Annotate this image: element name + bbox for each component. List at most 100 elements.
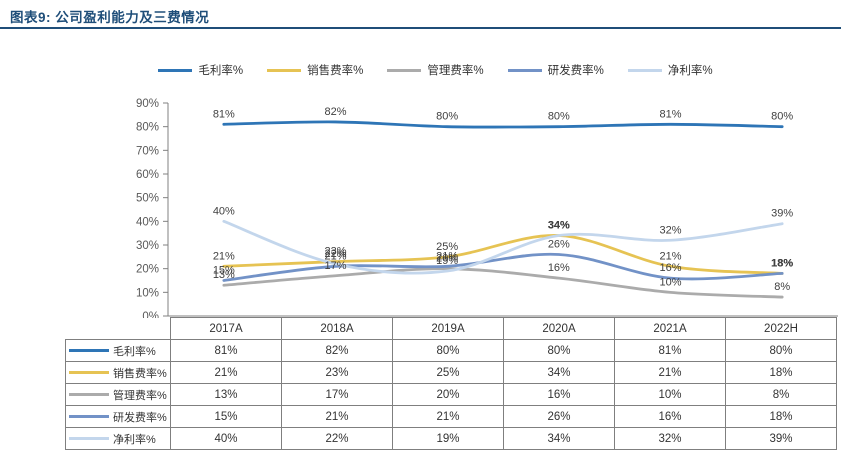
series-line-swatch-rd-expense-ratio <box>69 415 109 418</box>
table-value-cell: 81% <box>614 339 726 362</box>
data-label-sales-expense-ratio: 21% <box>213 250 235 262</box>
table-value-cell: 34% <box>503 427 615 450</box>
table-value-cell: 26% <box>503 405 615 428</box>
table-year-header: 2019A <box>392 317 504 340</box>
series-name: 净利率% <box>113 433 156 446</box>
series-name-cell: 净利率% <box>65 427 171 450</box>
series-line-swatch-sales-expense-ratio <box>69 371 109 374</box>
data-label-admin-expense-ratio: 17% <box>324 260 346 272</box>
legend-line-swatch-sales-expense-ratio <box>267 68 302 72</box>
data-label-net-margin: 22% <box>324 248 346 260</box>
table-value-cell: 15% <box>170 405 282 428</box>
data-label-rd-expense-ratio: 15% <box>213 265 235 277</box>
table-value-cell: 80% <box>392 339 504 362</box>
table-value-cell: 22% <box>281 427 393 450</box>
legend-item-net-margin: 净利率% <box>627 62 713 78</box>
legend-label: 研发费率% <box>547 65 604 77</box>
data-label-net-margin: 19% <box>436 255 458 267</box>
table-value-cell: 81% <box>170 339 282 362</box>
y-tick-label: 60% <box>136 169 159 181</box>
data-label-admin-expense-ratio: 8% <box>774 281 790 293</box>
title-underline <box>0 27 841 29</box>
series-line-swatch-net-margin <box>69 437 109 440</box>
data-label-sales-expense-ratio: 21% <box>659 250 681 262</box>
legend-label: 管理费率% <box>427 65 484 77</box>
series-name-cell: 毛利率% <box>65 339 171 362</box>
data-label-gross-margin: 80% <box>548 111 570 123</box>
y-tick-label: 50% <box>136 193 159 205</box>
table-value-cell: 32% <box>614 427 726 450</box>
data-label-rd-expense-ratio: 21% <box>324 250 346 262</box>
data-label-rd-expense-ratio: 26% <box>548 238 570 250</box>
legend-item-admin-expense-ratio: 管理费率% <box>387 62 484 78</box>
table-value-cell: 21% <box>281 405 393 428</box>
table-value-cell: 80% <box>725 339 837 362</box>
table-header-row: 2017A 2018A 2019A 2020A 2021A 2022H <box>66 317 837 340</box>
series-name-cell: 销售费率% <box>65 361 171 384</box>
table-row-gross-margin: 毛利率% 81% 82% 80% 80% 81% 80% <box>65 339 837 362</box>
series-name-cell: 研发费率% <box>65 405 171 428</box>
table-value-cell: 20% <box>392 383 504 406</box>
y-tick-label: 90% <box>136 98 159 110</box>
legend-line-swatch-net-margin <box>627 68 662 72</box>
data-label-net-margin: 39% <box>771 208 793 220</box>
data-label-net-margin: 32% <box>659 224 681 236</box>
y-axis: 0% 10% 20% 30% 40% 50% 60% 70% 80% 90% <box>136 98 838 318</box>
data-label-admin-expense-ratio: 20% <box>436 253 458 265</box>
y-tick-label: 80% <box>136 122 159 134</box>
table-row-net-margin: 净利率% 40% 22% 19% 34% 32% 39% <box>65 427 837 450</box>
table-row-sales-expense-ratio: 销售费率% 21% 23% 25% 34% 21% 18% <box>65 361 837 384</box>
series-line-sales-expense-ratio <box>222 234 784 275</box>
data-table: 2017A 2018A 2019A 2020A 2021A 2022H 毛利率% 81% 82%… <box>65 317 837 450</box>
data-label-admin-expense-ratio: 16% <box>548 262 570 274</box>
y-tick-label: 30% <box>136 240 159 252</box>
table-value-cell: 21% <box>392 405 504 428</box>
table-year-header: 2022H <box>725 317 837 340</box>
chart-legend: 毛利率% 销售费率% 管理费率% 研发费率% 净利率% <box>30 62 841 78</box>
table-corner-blank <box>66 318 171 340</box>
legend-item-rd-expense-ratio: 研发费率% <box>507 62 604 78</box>
legend-line-swatch-admin-expense-ratio <box>387 68 422 72</box>
table-value-cell: 10% <box>614 383 726 406</box>
table-year-header: 2020A <box>503 317 615 340</box>
series-line-admin-expense-ratio <box>222 267 784 299</box>
y-tick-label: 0% <box>142 311 159 318</box>
data-label-rd-expense-ratio: 18% <box>771 257 793 269</box>
table-year-header: 2018A <box>281 317 393 340</box>
table-value-cell: 18% <box>725 361 837 384</box>
table-value-cell: 13% <box>170 383 282 406</box>
y-tick-label: 20% <box>136 264 159 276</box>
table-year-header: 2021A <box>614 317 726 340</box>
legend-label: 销售费率% <box>307 65 364 77</box>
legend-item-sales-expense-ratio: 销售费率% <box>267 62 363 78</box>
data-label-gross-margin: 82% <box>324 106 346 118</box>
table-value-cell: 16% <box>503 383 615 406</box>
data-label-gross-margin: 81% <box>213 108 235 120</box>
series-name: 管理费率% <box>113 389 167 402</box>
legend-label: 毛利率% <box>198 65 244 77</box>
table-value-cell: 8% <box>725 383 837 406</box>
figure-title: 图表9: 公司盈利能力及三费情况 <box>10 10 210 25</box>
table-value-cell: 18% <box>725 405 837 428</box>
table-value-cell: 21% <box>170 361 282 384</box>
series-line-swatch-gross-margin <box>69 349 109 352</box>
y-tick-label: 70% <box>136 145 159 157</box>
table-value-cell: 17% <box>281 383 393 406</box>
table-year-header: 2017A <box>170 317 282 340</box>
legend-line-swatch-rd-expense-ratio <box>507 68 542 72</box>
data-label-net-margin: 34% <box>548 220 570 232</box>
y-tick-label: 40% <box>136 216 159 228</box>
table-value-cell: 34% <box>503 361 615 384</box>
data-label-sales-expense-ratio: 34% <box>548 220 570 232</box>
table-value-cell: 40% <box>170 427 282 450</box>
series-line-gross-margin <box>222 120 784 129</box>
y-tick-label: 10% <box>136 287 159 299</box>
data-label-admin-expense-ratio: 10% <box>659 276 681 288</box>
line-chart: 0% 10% 20% 30% 40% 50% 60% 70% 80% 90% 81% 21% 13%15… <box>136 98 838 318</box>
series-name-cell: 管理费率% <box>65 383 171 406</box>
data-label-gross-margin: 81% <box>659 108 681 120</box>
table-row-rd-expense-ratio: 研发费率% 15% 21% 21% 26% 16% 18% <box>65 405 837 428</box>
data-label-net-margin: 40% <box>213 205 235 217</box>
series-line-rd-expense-ratio <box>222 252 784 282</box>
